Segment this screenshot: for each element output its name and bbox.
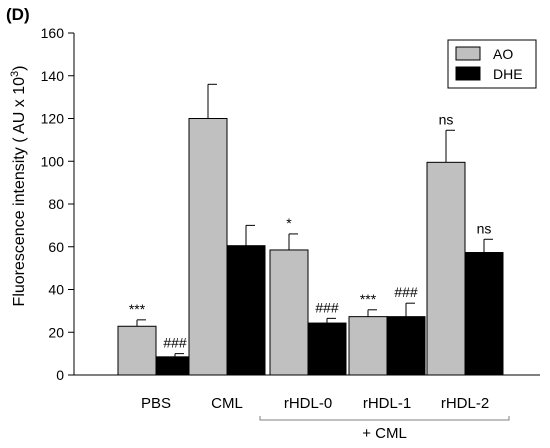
legend-label-ao: AO [493,46,513,62]
bar-dhe [155,356,195,376]
y-tick-label: 40 [48,282,64,298]
y-tick-label: 60 [48,239,64,255]
significance-label: ### [163,335,187,351]
x-tick-label: rHDL-0 [284,395,332,412]
y-tick-label: 140 [41,68,65,84]
legend-label-dhe: DHE [493,66,523,82]
legend-swatch-dhe [455,66,481,81]
y-tick-label: 160 [41,25,65,41]
y-axis-label: Fluorescence intensity ( AU x 103) [9,66,28,307]
bar-ao [117,325,157,376]
significance-label: ### [315,299,339,315]
y-tick-label: 80 [48,196,64,212]
y-tick-label: 20 [48,324,64,340]
bar-dhe [307,322,347,376]
panel-label: (D) [6,5,30,24]
y-tick-label: 100 [41,153,65,169]
group-label: + CML [362,425,407,442]
group-bracket [259,416,510,421]
bar-ao [348,316,388,376]
significance-label: *** [360,291,377,307]
bar-dhe [464,252,504,376]
legend: AO DHE [447,39,537,89]
bar-ao [188,118,228,376]
y-tick-label: 0 [56,367,64,383]
y-tick-label: 120 [41,111,65,127]
bar-ao [426,161,466,376]
x-tick-label: rHDL-1 [363,395,411,412]
x-tick-label: CML [211,395,243,412]
significance-label: * [286,215,292,231]
significance-label: *** [129,301,146,317]
bar-dhe [386,316,426,376]
significance-label: ns [439,111,454,127]
significance-label: ns [477,220,492,236]
x-tick-label: rHDL-2 [441,395,489,412]
legend-swatch-ao [455,46,481,61]
bar-ao [269,249,309,376]
x-tick-label: PBS [141,395,171,412]
bar-dhe [226,245,266,376]
significance-label: ### [394,284,418,300]
